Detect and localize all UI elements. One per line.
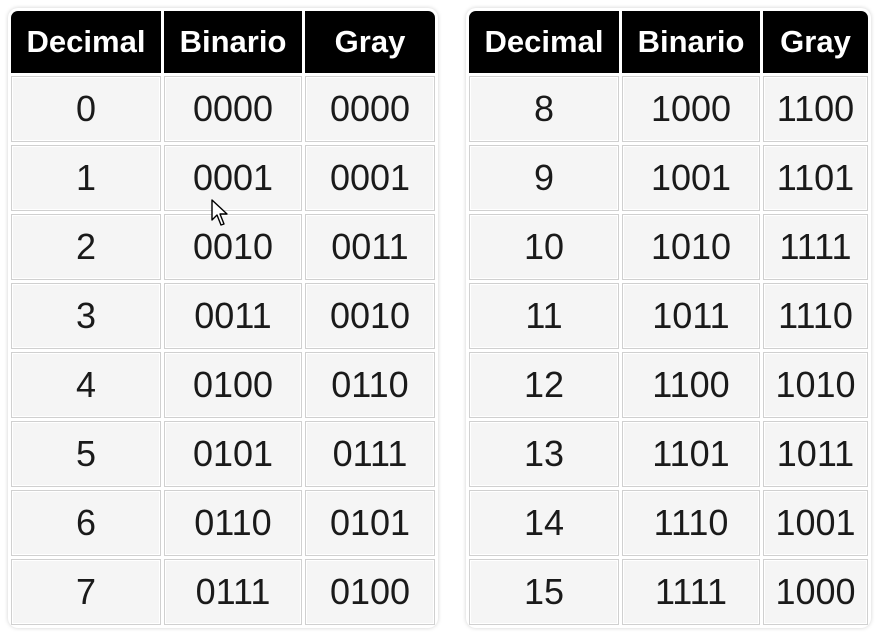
table-row: 10 1010 1111 <box>469 214 868 280</box>
cell-gray: 1000 <box>763 559 868 625</box>
table-row: 7 0111 0100 <box>11 559 435 625</box>
cell-binario: 1110 <box>622 490 760 556</box>
cell-gray: 1111 <box>763 214 868 280</box>
cell-decimal: 7 <box>11 559 161 625</box>
table-header-row: Decimal Binario Gray <box>469 11 868 73</box>
cell-binario: 1000 <box>622 76 760 142</box>
cell-gray: 1101 <box>763 145 868 211</box>
cell-decimal: 5 <box>11 421 161 487</box>
gray-code-table-right: Decimal Binario Gray 8 1000 1100 9 1001 … <box>466 8 871 628</box>
cell-gray: 1110 <box>763 283 868 349</box>
cell-gray: 0101 <box>305 490 435 556</box>
table-row: 0 0000 0000 <box>11 76 435 142</box>
cell-decimal: 12 <box>469 352 619 418</box>
cell-gray: 0110 <box>305 352 435 418</box>
cell-decimal: 1 <box>11 145 161 211</box>
cell-binario: 1100 <box>622 352 760 418</box>
cell-binario: 0100 <box>164 352 302 418</box>
cell-binario: 1011 <box>622 283 760 349</box>
cell-decimal: 15 <box>469 559 619 625</box>
cell-binario: 0000 <box>164 76 302 142</box>
cell-gray: 1100 <box>763 76 868 142</box>
mouse-pointer-icon <box>211 199 228 226</box>
cell-binario: 1101 <box>622 421 760 487</box>
cell-decimal: 11 <box>469 283 619 349</box>
header-decimal: Decimal <box>469 11 619 73</box>
header-gray: Gray <box>763 11 868 73</box>
cell-gray: 1010 <box>763 352 868 418</box>
gray-code-table-left: Decimal Binario Gray 0 0000 0000 1 0001 … <box>8 8 438 628</box>
cell-decimal: 0 <box>11 76 161 142</box>
table-row: 13 1101 1011 <box>469 421 868 487</box>
cell-decimal: 4 <box>11 352 161 418</box>
cell-decimal: 13 <box>469 421 619 487</box>
table-row: 3 0011 0010 <box>11 283 435 349</box>
cell-decimal: 9 <box>469 145 619 211</box>
header-decimal: Decimal <box>11 11 161 73</box>
cell-binario: 0110 <box>164 490 302 556</box>
cell-decimal: 3 <box>11 283 161 349</box>
table-row: 4 0100 0110 <box>11 352 435 418</box>
table-row: 12 1100 1010 <box>469 352 868 418</box>
table-row: 14 1110 1001 <box>469 490 868 556</box>
cell-gray: 0001 <box>305 145 435 211</box>
cell-binario: 0111 <box>164 559 302 625</box>
table-row: 8 1000 1100 <box>469 76 868 142</box>
table-row: 15 1111 1000 <box>469 559 868 625</box>
cell-binario: 0010 <box>164 214 302 280</box>
cell-decimal: 14 <box>469 490 619 556</box>
header-binario: Binario <box>164 11 302 73</box>
cell-binario: 1001 <box>622 145 760 211</box>
cell-binario: 0101 <box>164 421 302 487</box>
table-row: 9 1001 1101 <box>469 145 868 211</box>
cell-gray: 0011 <box>305 214 435 280</box>
cell-decimal: 8 <box>469 76 619 142</box>
cell-decimal: 10 <box>469 214 619 280</box>
cell-gray: 0111 <box>305 421 435 487</box>
cell-binario: 1111 <box>622 559 760 625</box>
header-gray: Gray <box>305 11 435 73</box>
table-header-row: Decimal Binario Gray <box>11 11 435 73</box>
table-row: 2 0010 0011 <box>11 214 435 280</box>
cell-gray: 0100 <box>305 559 435 625</box>
table-row: 1 0001 0001 <box>11 145 435 211</box>
table-row: 5 0101 0111 <box>11 421 435 487</box>
cell-binario: 0011 <box>164 283 302 349</box>
cell-gray: 1001 <box>763 490 868 556</box>
header-binario: Binario <box>622 11 760 73</box>
table-row: 11 1011 1110 <box>469 283 868 349</box>
cell-decimal: 2 <box>11 214 161 280</box>
cell-gray: 0000 <box>305 76 435 142</box>
cell-binario: 1010 <box>622 214 760 280</box>
cell-gray: 1011 <box>763 421 868 487</box>
table-row: 6 0110 0101 <box>11 490 435 556</box>
cell-binario: 0001 <box>164 145 302 211</box>
cell-gray: 0010 <box>305 283 435 349</box>
cell-decimal: 6 <box>11 490 161 556</box>
